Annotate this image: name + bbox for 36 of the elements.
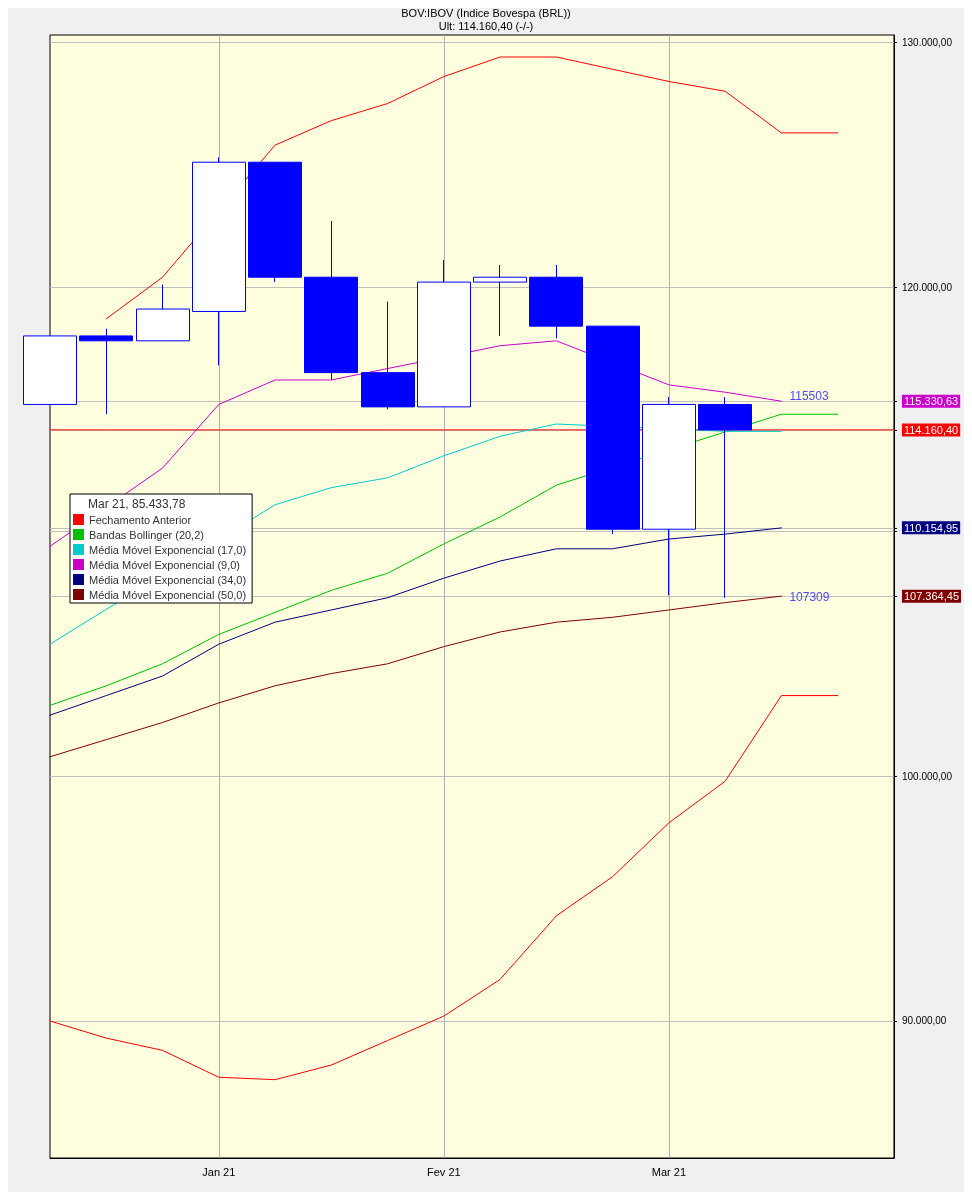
candlestick — [361, 301, 415, 410]
x-tick-label: Jan 21 — [202, 1165, 236, 1178]
annotation: 107309 — [789, 589, 830, 604]
candlestick — [698, 396, 752, 599]
y-tick-label: 100.000,00 — [901, 770, 953, 782]
candlestick — [642, 396, 696, 596]
y-tick-label: 110.154,95 — [903, 521, 959, 534]
candlestick — [473, 264, 527, 337]
candlestick — [136, 284, 190, 342]
y-tick-label: 115.330,63 — [903, 395, 959, 408]
candlestick — [529, 264, 583, 339]
line-series — [49, 695, 839, 1081]
candlestick — [586, 325, 640, 535]
legend-label: Bandas Bollinger (20,2) — [89, 528, 204, 541]
x-tick-label: Fev 21 — [427, 1165, 461, 1178]
y-tick-label: 90.000,00 — [901, 1015, 947, 1027]
y-tick-label: 130.000,00 — [901, 36, 953, 48]
candlestick — [79, 328, 133, 415]
legend-label: Média Móvel Exponencial (50,0) — [89, 588, 247, 601]
candlestick — [304, 220, 358, 381]
y-tick-label: 114.160,40 — [903, 423, 959, 436]
x-tick-label: Mar 21 — [651, 1165, 687, 1178]
y-tick-label: 107.364,45 — [903, 590, 960, 603]
candlestick — [23, 335, 77, 405]
y-tick-label: 120.000,00 — [901, 281, 953, 293]
line-series — [49, 527, 782, 716]
legend-label: Média Móvel Exponencial (34,0) — [89, 573, 247, 586]
annotation: 115503 — [789, 389, 829, 404]
legend-title: Mar 21, 85.433,78 — [88, 497, 186, 511]
legend-label: Média Móvel Exponencial (9,0) — [89, 558, 241, 571]
candlestick — [192, 156, 246, 366]
legend-label: Média Móvel Exponencial (17,0) — [89, 543, 247, 556]
chart-subtitle: Ult: 114.160,40 (-/-) — [438, 19, 534, 32]
candlestick — [248, 161, 302, 283]
legend-label: Fechamento Anterior — [89, 513, 192, 526]
candlestick — [417, 259, 471, 408]
